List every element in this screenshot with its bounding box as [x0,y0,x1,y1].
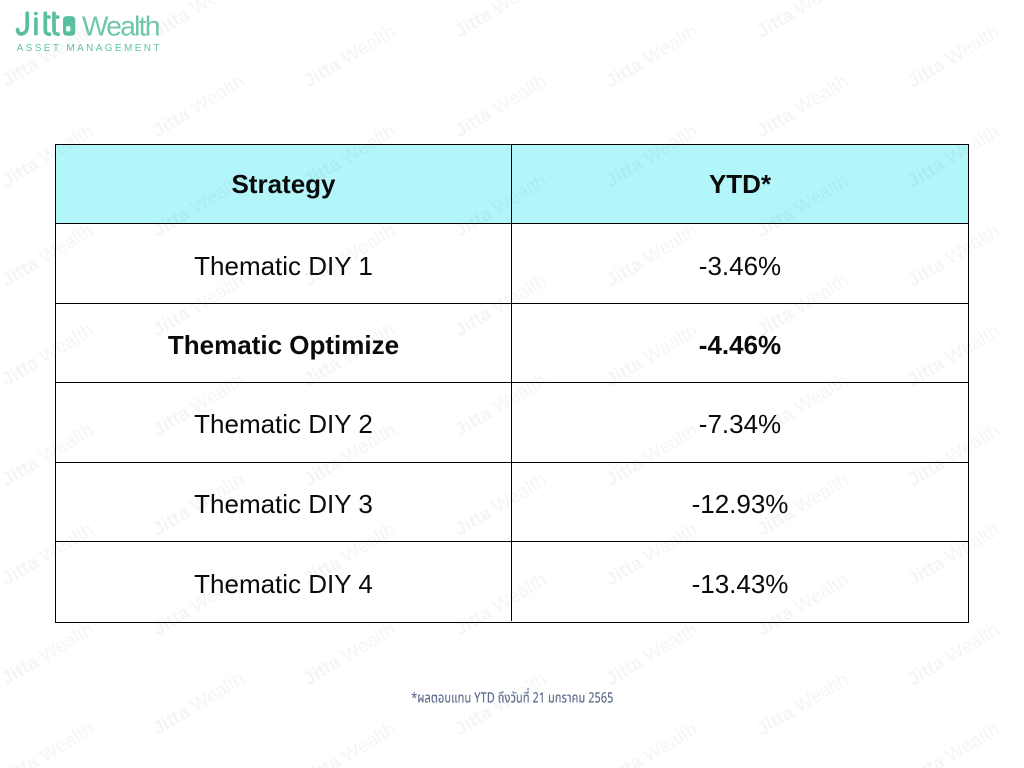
svg-text:Jitta Wealth: Jitta Wealth [753,71,852,142]
svg-text:Jitta Wealth: Jitta Wealth [0,718,97,768]
svg-text:Jitta Wealth: Jitta Wealth [753,0,852,43]
svg-text:Jitta Wealth: Jitta Wealth [753,669,852,740]
svg-text:Wealth: Wealth [82,10,161,41]
svg-text:Jitta Wealth: Jitta Wealth [451,669,550,740]
svg-text:Jitta Wealth: Jitta Wealth [904,619,1003,690]
svg-text:Jitta Wealth: Jitta Wealth [602,21,701,92]
svg-text:Jitta Wealth: Jitta Wealth [451,71,550,142]
svg-text:Jitta Wealth: Jitta Wealth [149,0,248,42]
svg-text:Jitta Wealth: Jitta Wealth [904,719,1003,768]
svg-text:Jitta Wealth: Jitta Wealth [602,719,701,768]
svg-text:Jitta Wealth: Jitta Wealth [451,0,550,42]
svg-text:Jitta Wealth: Jitta Wealth [300,719,399,768]
svg-text:Jitta Wealth: Jitta Wealth [300,21,399,92]
svg-text:Jitta Wealth: Jitta Wealth [300,619,399,690]
svg-text:Jitta Wealth: Jitta Wealth [149,669,248,740]
svg-text:Jitta Wealth: Jitta Wealth [0,21,97,92]
svg-text:Jitta Wealth: Jitta Wealth [149,71,248,142]
svg-text:Jitta Wealth: Jitta Wealth [0,619,97,690]
svg-text:Jitta Wealth: Jitta Wealth [602,619,701,690]
svg-text:Jitta Wealth: Jitta Wealth [904,21,1003,92]
